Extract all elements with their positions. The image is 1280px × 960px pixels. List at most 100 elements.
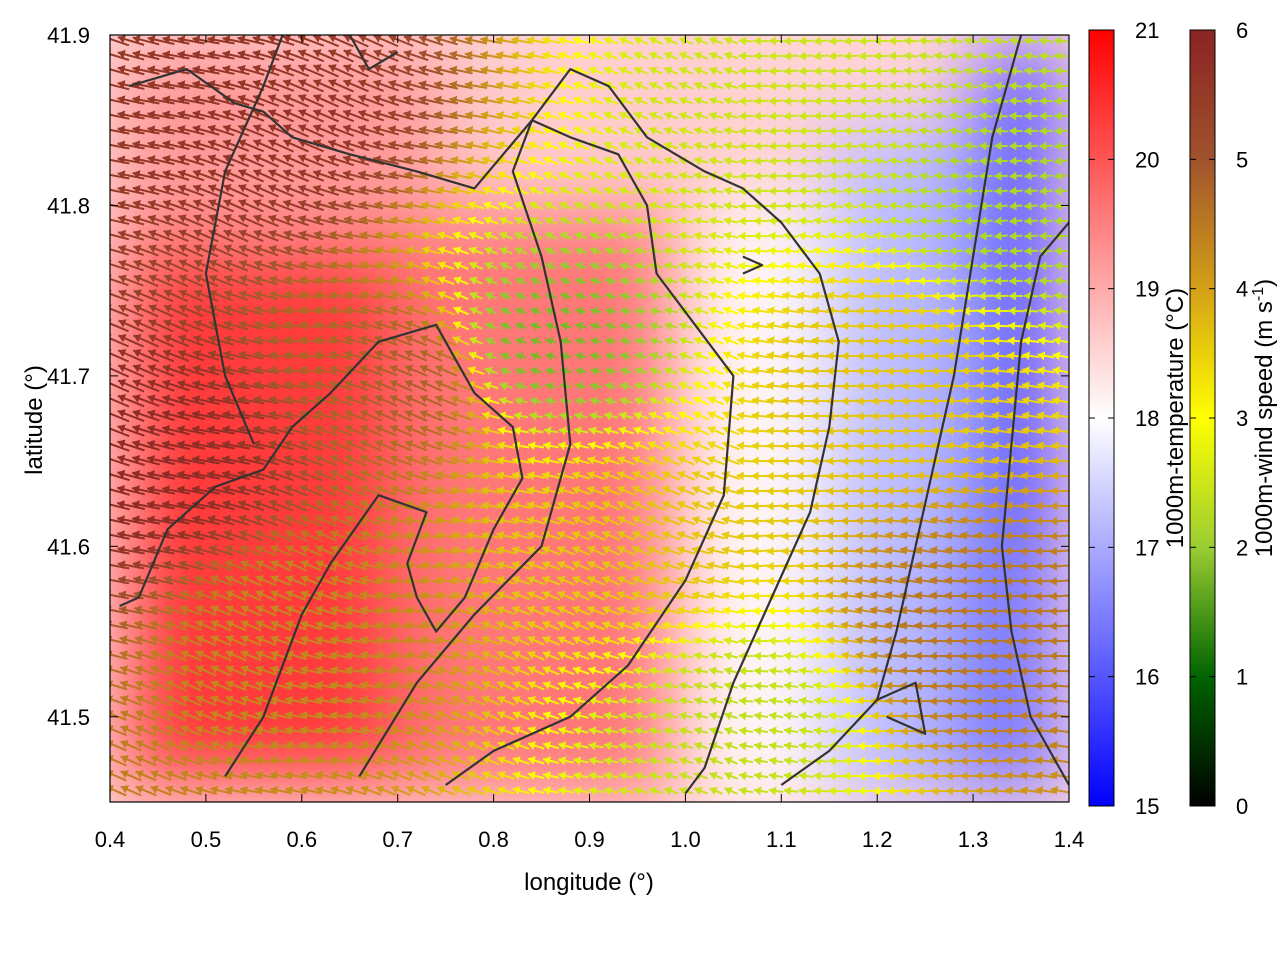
wind-vector-604 <box>528 171 544 180</box>
wind-vector-385 <box>117 125 145 135</box>
wind-vector-117 <box>903 51 919 61</box>
y-tick-label: 41.9 <box>47 23 90 48</box>
wind-vector-349 <box>542 111 560 120</box>
wind-vector-269 <box>298 94 324 108</box>
wind-vector-612 <box>648 171 664 181</box>
wind-vector-417 <box>603 126 619 136</box>
wind-vector-183 <box>933 66 949 76</box>
wind-vector-154 <box>495 65 517 75</box>
wind-vector-181 <box>903 66 919 76</box>
wind-vector-103 <box>693 51 709 61</box>
wind-vector-20 <box>403 35 429 47</box>
wind-vector-455 <box>207 139 235 152</box>
wind-vector-492 <box>768 141 784 151</box>
wind-vector-319 <box>1054 96 1068 106</box>
wind-vector-535 <box>450 155 472 165</box>
wind-vector-429 <box>783 126 799 136</box>
wind-vector-1 <box>117 35 145 46</box>
wind-vector-505 <box>964 141 978 151</box>
wind-vector-55 <box>933 36 949 46</box>
wind-vector-650 <box>253 184 279 198</box>
wind-vector-26 <box>495 35 517 45</box>
wind-vector-619 <box>753 171 769 181</box>
wind-vector-235 <box>753 81 769 91</box>
wind-vector-116 <box>888 51 904 61</box>
wind-vector-520 <box>222 154 250 168</box>
x-tick-label: 1.4 <box>1054 827 1085 852</box>
wind-vector-195 <box>147 80 175 90</box>
wind-vector-322 <box>132 110 160 120</box>
wind-vector-174 <box>798 66 814 76</box>
wind-vector-620 <box>768 171 784 181</box>
wind-vector-555 <box>753 156 769 166</box>
wind-vector-585 <box>238 169 264 183</box>
wind-vector-45 <box>783 36 799 46</box>
wind-vector-370 <box>858 111 874 121</box>
wind-vector-437 <box>903 126 919 136</box>
wind-vector-571 <box>994 156 1008 166</box>
wind-vector-372 <box>888 111 904 121</box>
wind-vector-643 <box>147 184 175 196</box>
wind-vector-272 <box>342 94 370 108</box>
wind-vector-175 <box>813 66 829 76</box>
wind-vector-69 <box>177 50 205 60</box>
colorbar-tick-label: 21 <box>1135 18 1159 43</box>
wind-vector-216 <box>464 80 488 90</box>
wind-vector-327 <box>207 109 235 121</box>
wind-vector-131 <box>147 65 175 75</box>
wind-vector-459 <box>268 139 294 153</box>
wind-vector-444 <box>1009 126 1023 136</box>
wind-vector-258 <box>132 95 160 105</box>
x-tick-label: 0.4 <box>95 827 126 852</box>
wind-vector-343 <box>449 110 473 120</box>
wind-vector-339 <box>388 110 414 121</box>
wind-vector-493 <box>783 141 799 151</box>
wind-vector-374 <box>918 111 934 121</box>
wind-vector-332 <box>283 109 309 123</box>
wind-vector-184 <box>948 66 964 76</box>
wind-vector-473 <box>481 140 501 150</box>
wind-vector-16 <box>343 35 369 48</box>
wind-vector-470 <box>434 140 458 150</box>
wind-vector-286 <box>557 96 575 105</box>
wind-vector-424 <box>708 126 724 136</box>
wind-vector-611 <box>633 171 649 181</box>
wind-vector-494 <box>798 141 814 151</box>
wind-vector-162 <box>618 66 634 75</box>
wind-vector-153 <box>480 65 502 75</box>
wind-vector-24 <box>464 35 488 45</box>
wind-vector-157 <box>542 66 560 75</box>
wind-vector-135 <box>207 65 235 75</box>
wind-vector-122 <box>978 51 994 61</box>
wind-vector-147 <box>388 64 414 77</box>
wind-vector-17 <box>358 35 384 48</box>
wind-vector-33 <box>603 36 619 45</box>
wind-vector-504 <box>949 141 963 151</box>
wind-vector-490 <box>738 141 754 151</box>
wind-vector-453 <box>177 139 205 151</box>
wind-vector-438 <box>918 126 934 136</box>
wind-vector-498 <box>858 141 874 151</box>
wind-vector-73 <box>237 49 265 61</box>
x-tick-label: 1.1 <box>766 827 797 852</box>
wind-vector-645 <box>177 184 205 197</box>
wind-vector-47 <box>813 36 829 46</box>
wind-vector-267 <box>267 94 295 108</box>
wind-vector-328 <box>222 109 250 122</box>
wind-vector-564 <box>888 156 904 166</box>
wind-vector-421 <box>663 126 679 136</box>
wind-vector-590 <box>312 169 340 182</box>
wind-vector-363 <box>753 111 769 121</box>
wind-vector-284 <box>526 96 546 105</box>
wind-vector-29 <box>542 36 560 46</box>
wind-vector-540 <box>527 156 545 165</box>
wind-vector-543 <box>573 156 589 166</box>
wind-vector-306 <box>858 96 874 106</box>
wind-vector-233 <box>723 81 739 91</box>
wind-vector-386 <box>132 125 160 135</box>
wind-vector-445 <box>1024 126 1038 136</box>
wind-vector-23 <box>449 35 473 45</box>
wind-vector-260 <box>162 95 190 105</box>
wind-vector-200 <box>222 79 250 91</box>
wind-vector-558 <box>798 156 814 166</box>
